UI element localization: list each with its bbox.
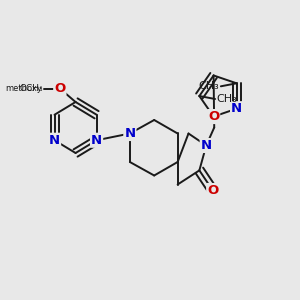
Text: N: N: [49, 134, 60, 147]
Text: N: N: [231, 102, 242, 115]
Text: N: N: [201, 139, 212, 152]
Text: O: O: [54, 82, 65, 95]
Text: OCH₃: OCH₃: [19, 84, 43, 93]
Text: N: N: [91, 134, 102, 147]
Text: CH₃: CH₃: [217, 94, 237, 104]
Text: O: O: [207, 184, 218, 197]
Text: methoxy: methoxy: [5, 84, 42, 93]
Text: CH₃: CH₃: [199, 81, 219, 91]
Text: O: O: [208, 110, 219, 123]
Text: N: N: [124, 127, 135, 140]
